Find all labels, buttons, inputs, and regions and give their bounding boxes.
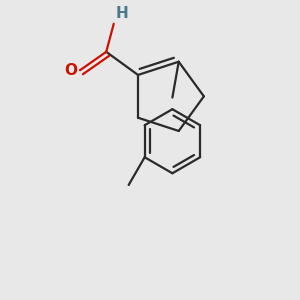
Text: H: H bbox=[115, 6, 128, 21]
Text: O: O bbox=[65, 63, 78, 78]
